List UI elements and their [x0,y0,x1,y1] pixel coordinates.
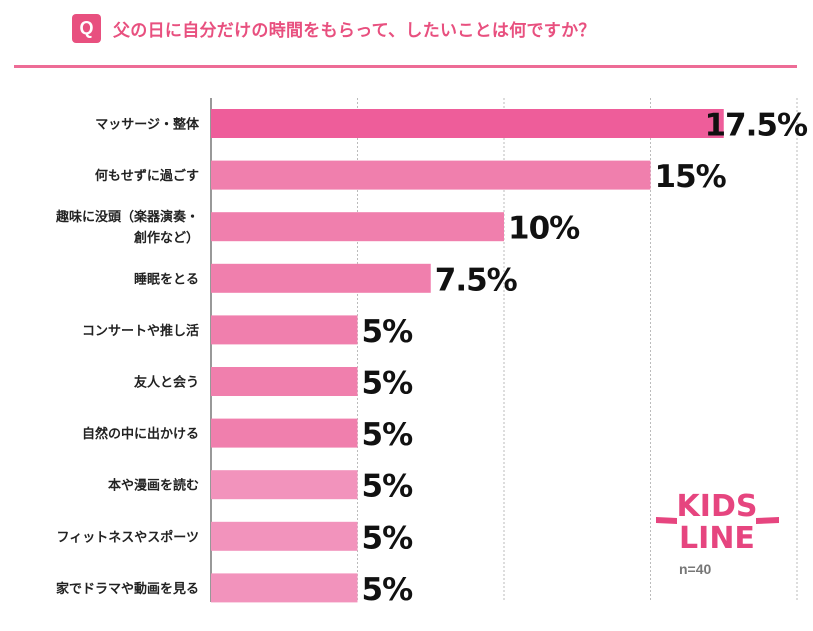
value-label: 5% [362,572,414,608]
category-label: コンサートや推し活 [82,323,199,339]
bar [211,521,358,551]
sample-size: n=40 [679,561,712,577]
category-label: 睡眠をとる [134,271,199,287]
bar [211,470,358,500]
logo-left-arm [656,517,677,524]
kids-line-logo: KIDS LINE [656,489,779,554]
header-rule [14,65,797,68]
category-label: 友人と会う [134,375,199,391]
value-label: 15% [655,159,727,195]
category-label: 趣味に没頭（楽器演奏・ [55,209,199,225]
question-header: Q 父の日に自分だけの時間をもらって、したいことは何ですか？ [72,13,596,43]
question-text: 父の日に自分だけの時間をもらって、したいことは何ですか？ [113,20,596,41]
bar [211,367,358,396]
bar [211,573,358,603]
bar [211,212,504,242]
value-label: 7.5% [435,262,518,298]
category-label: 何もせずに過ごす [95,168,199,184]
category-label: フィットネスやスポーツ [57,529,199,545]
bar [211,315,358,345]
value-label: 5% [362,520,414,556]
value-label: 5% [362,417,414,453]
bar [211,418,358,448]
value-label: 5% [362,314,414,350]
logo-line2: LINE [679,521,755,554]
category-label: 自然の中に出かける [82,426,199,442]
value-label: 10% [508,211,580,247]
q-badge: Q [72,13,101,43]
value-label: 17.5% [704,108,807,144]
bar [211,109,724,138]
bar [211,160,651,190]
value-label: 5% [362,469,414,505]
category-label: マッサージ・整体 [95,117,200,133]
category-label: 創作など） [133,230,199,246]
category-label: 家でドラマや動画を見る [56,581,199,597]
bar [211,263,431,293]
value-label: 5% [362,366,414,402]
logo-right-arm [756,517,779,524]
logo-line1: KIDS [677,489,758,524]
category-label: 本や漫画を読む [108,478,199,494]
